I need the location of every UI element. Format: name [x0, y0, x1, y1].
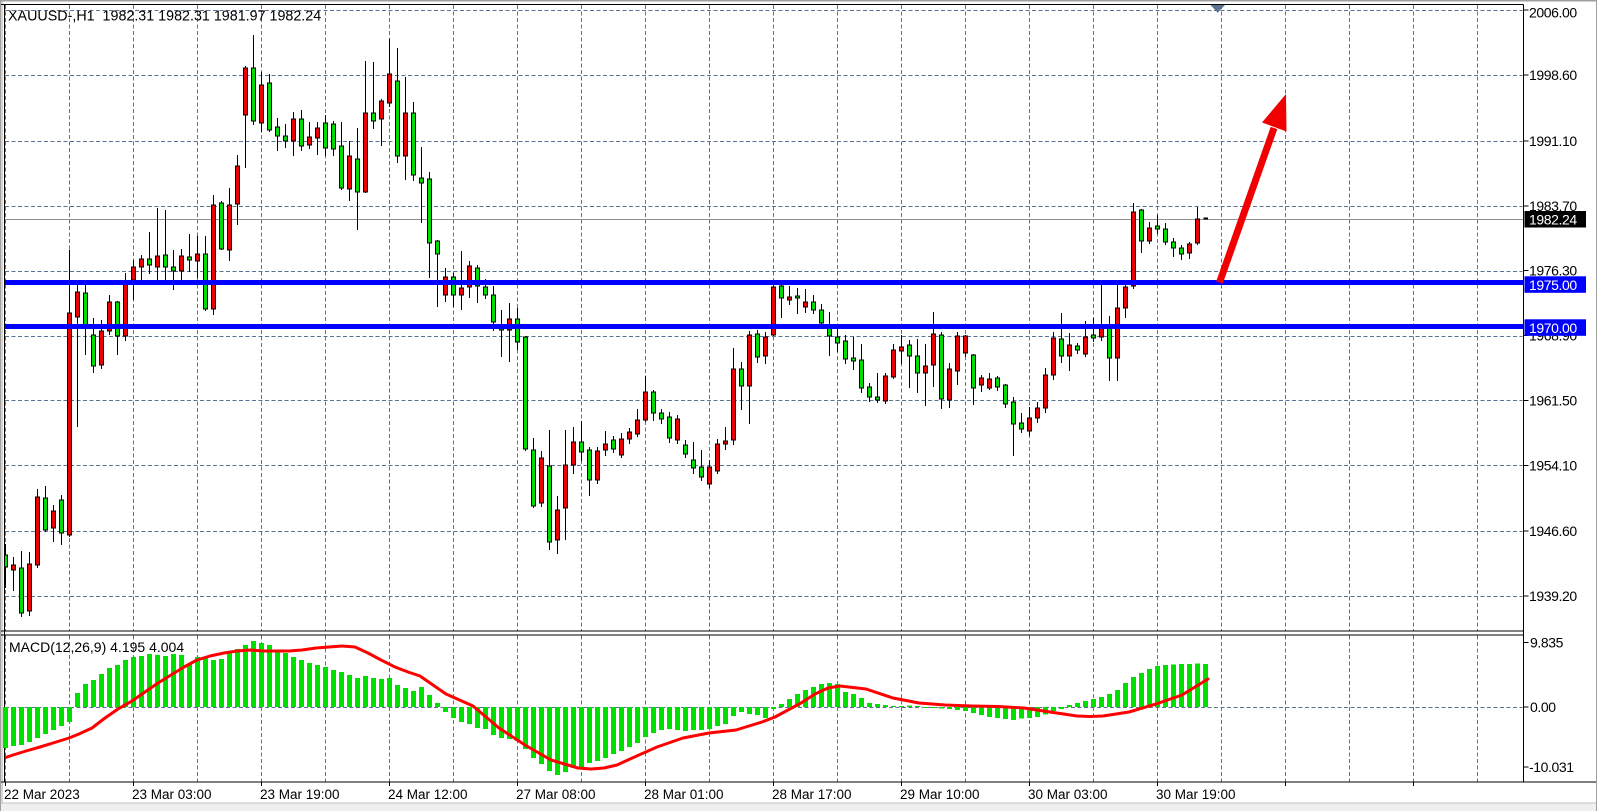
svg-text:1982.24: 1982.24	[1529, 212, 1577, 228]
svg-text:23 Mar 19:00: 23 Mar 19:00	[260, 787, 340, 802]
svg-text:1946.60: 1946.60	[1529, 523, 1577, 539]
svg-text:23 Mar 03:00: 23 Mar 03:00	[132, 787, 212, 802]
svg-text:24 Mar 12:00: 24 Mar 12:00	[388, 787, 468, 802]
svg-text:1961.50: 1961.50	[1529, 393, 1577, 409]
svg-text:27 Mar 08:00: 27 Mar 08:00	[516, 787, 596, 802]
svg-text:-10.031: -10.031	[1529, 759, 1574, 775]
svg-text:22 Mar 2023: 22 Mar 2023	[4, 787, 80, 802]
svg-text:1983.70: 1983.70	[1529, 198, 1577, 214]
svg-text:1970.00: 1970.00	[1529, 320, 1577, 336]
svg-text:28 Mar 17:00: 28 Mar 17:00	[772, 787, 852, 802]
svg-text:1991.10: 1991.10	[1529, 133, 1577, 149]
svg-text:0.00: 0.00	[1530, 699, 1556, 715]
svg-text:XAUUSD-,H1 1982.31 1982.31 19: XAUUSD-,H1 1982.31 1982.31 1981.97 1982.…	[8, 9, 321, 25]
svg-text:MACD(12,26,9) 4.195 4.004: MACD(12,26,9) 4.195 4.004	[9, 639, 184, 655]
svg-text:1975.00: 1975.00	[1529, 277, 1577, 293]
svg-text:29 Mar 10:00: 29 Mar 10:00	[900, 787, 980, 802]
svg-text:28 Mar 01:00: 28 Mar 01:00	[644, 787, 724, 802]
svg-text:1998.60: 1998.60	[1529, 67, 1577, 83]
svg-text:30 Mar 03:00: 30 Mar 03:00	[1028, 787, 1108, 802]
svg-text:30 Mar 19:00: 30 Mar 19:00	[1156, 787, 1236, 802]
svg-text:1954.10: 1954.10	[1529, 457, 1577, 473]
svg-text:1976.30: 1976.30	[1529, 263, 1577, 279]
svg-text:2006.00: 2006.00	[1529, 5, 1577, 21]
svg-text:1939.20: 1939.20	[1529, 588, 1577, 604]
svg-text:9.835: 9.835	[1530, 635, 1564, 651]
